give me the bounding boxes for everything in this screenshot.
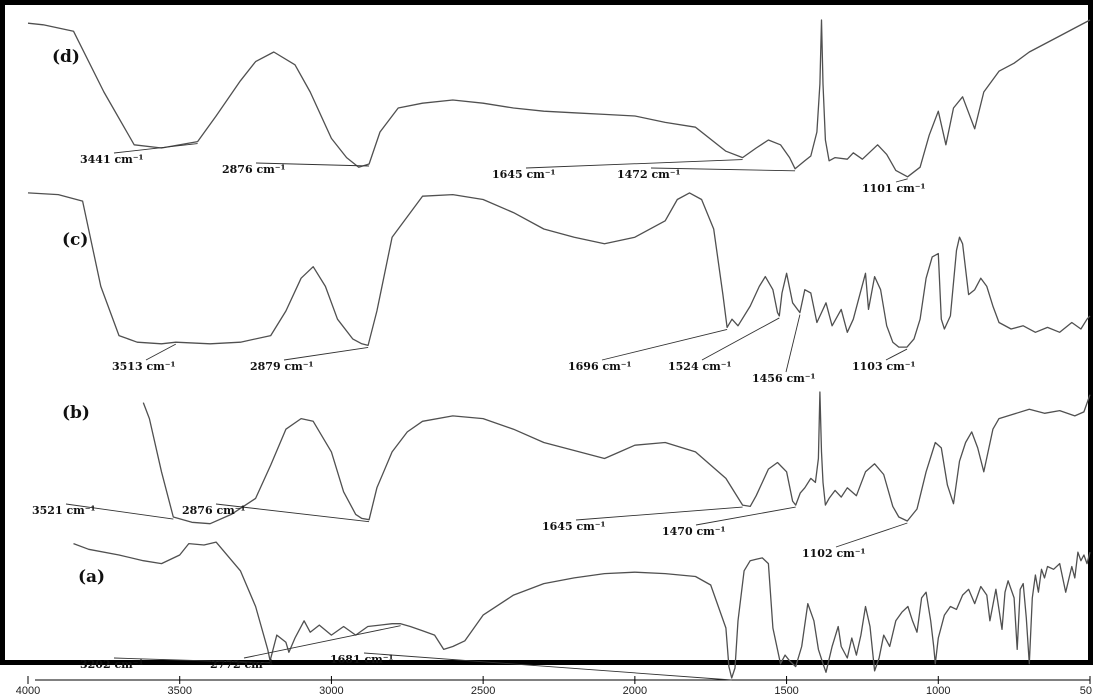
panel-label: (b) (62, 403, 90, 423)
peak-leader-line (283, 346, 369, 361)
peak-leader-line (363, 652, 732, 681)
peak-label: 1103 cm⁻¹ (852, 360, 916, 373)
peak-leader-line (575, 506, 743, 521)
x-tick-label: 4000 (16, 685, 40, 695)
peak-leader-line (145, 343, 176, 361)
peak-leader-line (113, 143, 198, 154)
peak-leader-line (895, 178, 908, 183)
peak-label: 3513 cm⁻¹ (112, 360, 176, 373)
peak-leader-line (785, 314, 801, 373)
spectrum-trace-c (27, 192, 1091, 348)
peak-labels: 3441 cm⁻¹ 2876 cm⁻¹ 1645 cm⁻¹ 1472 cm⁻¹ 1101… (32, 153, 926, 671)
peak-label: 1645 cm⁻¹ (542, 520, 606, 533)
x-tick-label: 3000 (319, 685, 343, 695)
peak-label: 1472 cm⁻¹ (617, 168, 681, 181)
panel-labels: (d) (c) (b) (a) (52, 47, 105, 587)
peak-label: 1696 cm⁻¹ (568, 360, 632, 373)
peak-leader-line (255, 162, 370, 167)
x-tick-label: 2000 (623, 685, 647, 695)
peak-leader-line (835, 522, 908, 548)
peak-leader-line (650, 167, 796, 172)
peak-label: 1524 cm⁻¹ (668, 360, 732, 373)
peak-label: 1101 cm⁻¹ (862, 182, 926, 195)
plot-frame (0, 0, 1093, 665)
x-tick-label: 1500 (774, 685, 798, 695)
peak-leader-lines (65, 143, 908, 681)
peak-leader-line (243, 625, 401, 659)
peak-label: 1470 cm⁻¹ (662, 525, 726, 538)
peak-label: 2879 cm⁻¹ (250, 360, 314, 373)
peak-label: 1645 cm⁻¹ (492, 168, 556, 181)
spectrum-trace-a (73, 541, 1091, 679)
peak-leader-line (215, 503, 370, 523)
peak-leader-line (525, 159, 743, 169)
peak-label: 1681 cm⁻¹ (330, 653, 394, 666)
x-tick-label: 3500 (167, 685, 191, 695)
x-axis-ticks: 4000 3500 3000 2500 2000 1500 1000 50 (16, 676, 1092, 695)
panel-label: (c) (62, 230, 88, 250)
peak-leader-line (113, 657, 271, 664)
peak-label: 2772 cm⁻¹ (210, 658, 274, 671)
panel-label: (a) (78, 567, 105, 587)
peak-label: 2876 cm⁻¹ (182, 504, 246, 517)
x-tick-label: 50 (1080, 685, 1092, 695)
peak-label: 1456 cm⁻¹ (752, 372, 816, 385)
peak-leader-line (701, 317, 780, 361)
peak-label: 3202 cm⁻¹ (80, 658, 144, 671)
peak-label: 1102 cm⁻¹ (802, 547, 866, 560)
x-tick-label: 1000 (926, 685, 950, 695)
peak-leader-line (65, 503, 174, 520)
spectrum-trace-b (142, 391, 1091, 525)
peak-label: 3521 cm⁻¹ (32, 504, 96, 517)
x-tick-label: 2500 (471, 685, 495, 695)
peak-leader-line (885, 348, 908, 361)
panel-label: (d) (52, 47, 80, 67)
peak-label: 2876 cm⁻¹ (222, 163, 286, 176)
spectrum-trace-d (27, 19, 1091, 178)
spectra-traces (27, 19, 1091, 679)
peak-leader-line (601, 328, 728, 361)
peak-leader-line (695, 506, 796, 526)
peak-label: 3441 cm⁻¹ (80, 153, 144, 166)
